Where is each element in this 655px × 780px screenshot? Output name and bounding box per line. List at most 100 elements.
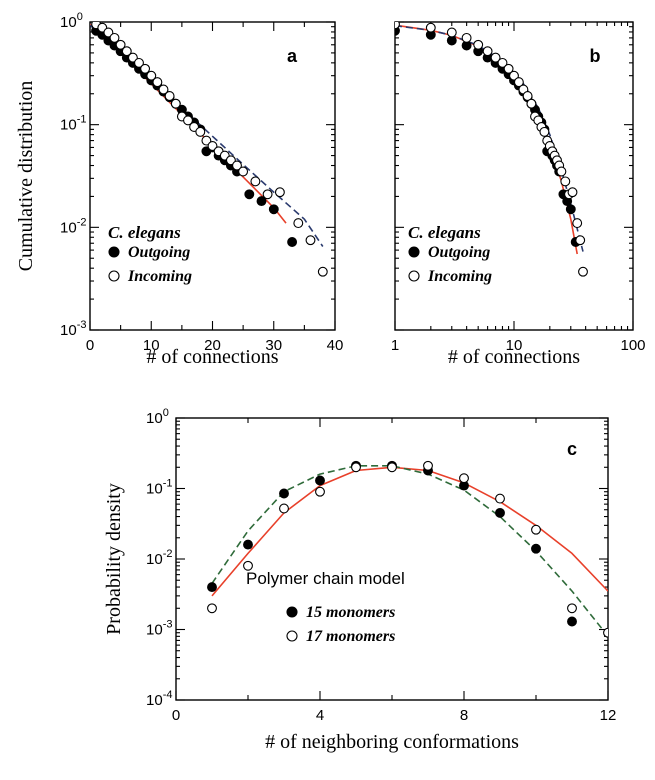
legend-marker — [286, 630, 298, 642]
data-point-open — [539, 126, 550, 137]
x-tick-label: 10 — [506, 337, 523, 354]
data-point-open — [567, 187, 578, 198]
data-point-open — [425, 22, 436, 33]
data-point-open — [317, 266, 328, 277]
legend-marker — [408, 270, 420, 282]
fit-line-dashed — [90, 24, 324, 247]
legend-marker — [108, 270, 120, 282]
data-point-open — [531, 524, 541, 535]
data-point-open — [522, 91, 533, 101]
data-point-open — [279, 503, 289, 514]
data-point-open — [121, 46, 132, 57]
data-point-open — [351, 462, 361, 473]
plot-area — [395, 22, 588, 277]
data-point-open — [195, 126, 206, 137]
data-point-open — [461, 32, 472, 43]
data-point-open — [387, 462, 397, 473]
x-tick-label: 0 — [172, 707, 180, 724]
x-axis-label: # of neighboring conformations — [265, 731, 519, 753]
data-point-open — [293, 218, 304, 229]
data-point-open — [513, 77, 524, 88]
y-tick-label: 100 — [60, 11, 83, 31]
panel-letter: a — [287, 46, 298, 66]
data-point-filled — [495, 507, 505, 518]
data-point-filled — [207, 582, 217, 593]
data-point-filled — [244, 189, 255, 200]
data-point-open — [140, 63, 151, 74]
y-tick-label: 10-3 — [146, 619, 172, 639]
data-point-open — [262, 189, 273, 200]
data-point-open — [495, 493, 505, 504]
y-axis-label: Probability density — [103, 483, 125, 635]
x-tick-label: 20 — [204, 337, 221, 354]
data-point-filled — [567, 616, 577, 627]
data-point-open — [109, 32, 120, 43]
legend-marker — [286, 606, 298, 618]
y-tick-label: 10-1 — [146, 478, 172, 498]
data-point-open — [232, 160, 242, 171]
data-point-filled — [315, 475, 325, 486]
x-tick-label: 10 — [143, 337, 160, 354]
x-tick-label: 0 — [86, 337, 94, 354]
plot-area — [207, 460, 608, 638]
y-tick-label: 10-1 — [60, 114, 86, 134]
y-tick-label: 10-4 — [146, 689, 172, 709]
x-tick-label: 8 — [460, 707, 468, 724]
data-point-open — [473, 39, 484, 50]
fit-line-dashed — [211, 464, 608, 637]
legend-title: C. elegans — [408, 223, 481, 242]
data-point-filled — [287, 237, 298, 247]
data-point-open — [134, 57, 144, 68]
legend-entry: Incoming — [427, 268, 492, 285]
data-point-open — [164, 91, 175, 101]
data-point-open — [103, 27, 114, 38]
data-point-open — [115, 39, 126, 50]
data-point-open — [201, 135, 212, 146]
data-point-open — [183, 115, 193, 126]
panel-letter: c — [567, 439, 577, 459]
legend-entry: Outgoing — [428, 244, 490, 261]
legend-entry: 15 monomers — [306, 604, 395, 621]
panel-letter: b — [590, 46, 601, 66]
panel-c: 100 10-1 10-2 10-3 10-4 — [146, 407, 609, 709]
data-point-open — [274, 187, 285, 198]
data-point-open — [482, 46, 493, 57]
y-tick-label: 10-2 — [60, 216, 86, 236]
y-tick-label: 100 — [146, 407, 169, 427]
data-point-open — [567, 603, 577, 614]
data-point-open — [207, 141, 218, 151]
legend-title: C. elegans — [108, 223, 181, 242]
x-axis-label: # of connections — [448, 346, 580, 368]
y-tick-label: 10-3 — [60, 319, 86, 339]
data-point-open — [315, 486, 325, 497]
legend-marker — [408, 246, 420, 258]
data-point-open — [243, 560, 253, 571]
data-point-filled — [243, 539, 253, 550]
data-point-open — [446, 27, 457, 38]
data-point-open — [250, 176, 261, 187]
data-point-open — [572, 218, 583, 229]
plot-area — [90, 22, 328, 277]
x-tick-label: 4 — [316, 707, 324, 724]
data-point-open — [146, 70, 157, 81]
data-point-open — [423, 460, 433, 471]
x-tick-label: 30 — [265, 337, 282, 354]
data-point-open — [578, 266, 588, 277]
data-point-filled — [531, 543, 541, 554]
panel-a-frame — [89, 21, 336, 331]
y-axis-label: Cumulative distribution — [15, 81, 37, 272]
y-tick-label: 10-2 — [146, 548, 172, 568]
data-point-open — [509, 70, 519, 81]
legend-entry: 17 monomers — [306, 628, 395, 645]
data-point-filled — [256, 196, 267, 207]
data-point-open — [207, 603, 217, 614]
data-point-open — [395, 22, 400, 30]
data-point-open — [305, 235, 316, 246]
fit-line-solid — [211, 466, 608, 597]
legend-entry: Incoming — [127, 268, 192, 285]
legend-entry: Outgoing — [128, 244, 190, 261]
data-point-filled — [268, 204, 279, 215]
data-point-open — [158, 84, 169, 95]
legend-title: Polymer chain model — [246, 569, 405, 588]
